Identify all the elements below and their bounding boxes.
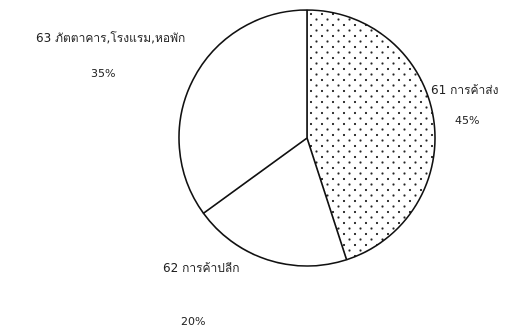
slice-retail xyxy=(202,137,348,267)
slice-percent-retail: 20% xyxy=(181,315,206,328)
slice-label-restaurants-hotels: 63 ภัตตาคาร,โรงแรม,หอพัก xyxy=(36,31,186,45)
slice-wholesale xyxy=(306,9,436,261)
slice-percent-restaurants-hotels: 35% xyxy=(91,67,116,80)
slice-restaurants-hotels xyxy=(178,9,308,215)
slice-percent-wholesale: 45% xyxy=(455,114,480,127)
slice-label-wholesale: 61 การค้าส่ง xyxy=(431,83,499,97)
slice-label-retail: 62 การค้าปลีก xyxy=(163,261,240,275)
